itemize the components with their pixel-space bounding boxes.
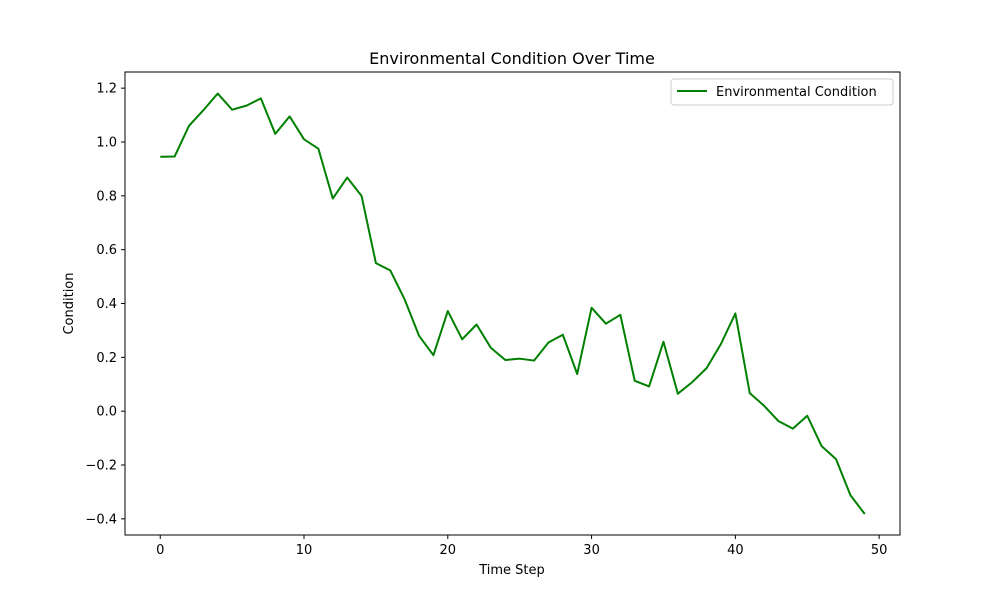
y-axis: −0.4 −0.2 0.0 0.2 0.4 0.6 0.8 1.0 1.2 xyxy=(85,82,125,527)
series-line xyxy=(160,92,866,515)
y-tick-label: −0.2 xyxy=(85,459,117,474)
y-tick-label: 0.4 xyxy=(96,297,117,312)
x-tick-label: 50 xyxy=(871,543,888,558)
x-axis: 0 10 20 30 40 50 xyxy=(156,535,887,558)
x-axis-label: Time Step xyxy=(478,563,545,578)
y-tick-label: 0.0 xyxy=(96,405,117,420)
x-tick-label: 30 xyxy=(583,543,600,558)
x-tick-label: 10 xyxy=(296,543,313,558)
y-tick-label: 1.0 xyxy=(96,135,117,150)
x-tick-label: 0 xyxy=(156,543,164,558)
legend-label: Environmental Condition xyxy=(716,85,877,100)
y-tick-label: −0.4 xyxy=(85,512,117,527)
y-tick-label: 0.6 xyxy=(96,243,117,258)
y-axis-label: Condition xyxy=(62,272,77,334)
y-tick-label: 0.8 xyxy=(96,189,117,204)
x-tick-label: 40 xyxy=(727,543,744,558)
chart-title: Environmental Condition Over Time xyxy=(369,49,655,68)
y-tick-label: 0.2 xyxy=(96,351,117,366)
y-tick-label: 1.2 xyxy=(96,82,117,97)
plot-area xyxy=(160,92,866,515)
x-tick-label: 20 xyxy=(440,543,457,558)
legend-box xyxy=(670,78,894,106)
legend: Environmental Condition xyxy=(670,78,894,106)
